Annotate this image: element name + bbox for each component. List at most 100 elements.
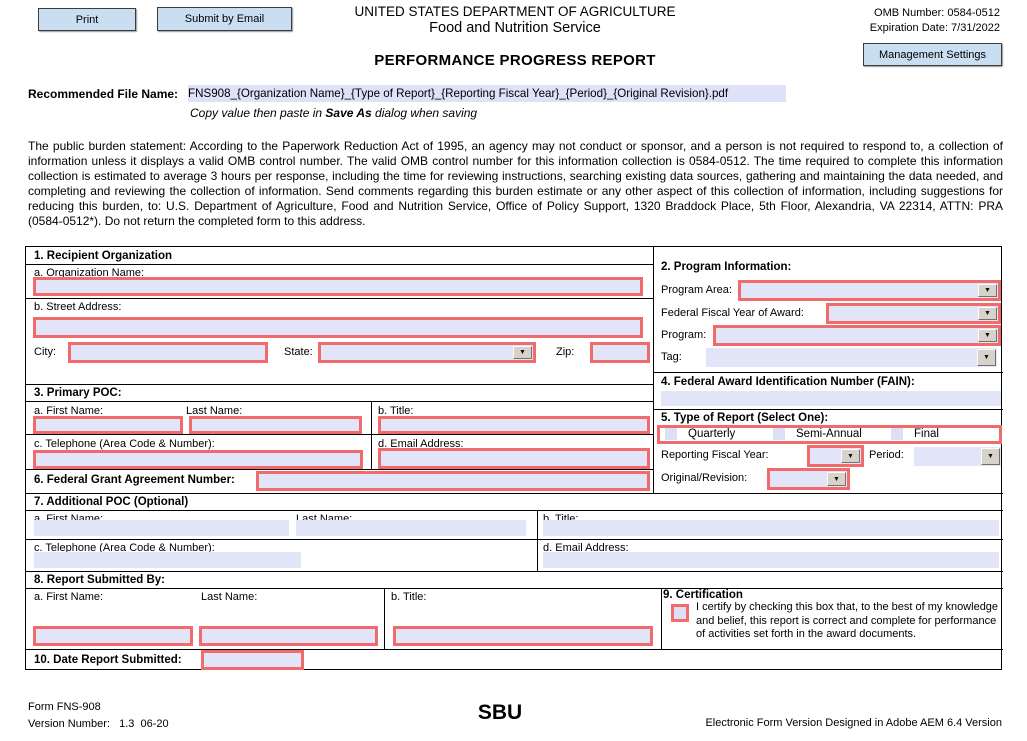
section-7-title: 7. Additional POC (Optional) [34,496,189,508]
program-area-select[interactable]: ▼ [738,280,1001,301]
divider [26,434,653,435]
dropdown-arrow-icon[interactable]: ▼ [841,449,860,463]
tag-select[interactable]: ▼ [706,348,997,367]
city-input[interactable] [68,342,268,363]
original-revision-select[interactable]: ▼ [767,468,850,490]
submitter-last-name-input[interactable] [199,626,378,646]
original-revision-label: Original/Revision: [661,472,748,484]
final-checkbox[interactable] [891,428,903,440]
submitter-title-input[interactable] [393,626,653,646]
agency-subname: Food and Nutrition Service [429,20,601,36]
poc-last-name-label: Last Name: [186,405,243,417]
addl-email-input[interactable] [543,552,999,568]
divider [537,510,538,571]
dropdown-arrow-icon[interactable]: ▼ [827,472,846,486]
reporting-fiscal-year-select[interactable]: ▼ [807,445,864,467]
addl-title-input[interactable] [543,520,999,536]
divider [384,588,385,649]
recommended-file-name-label: Recommended File Name: [28,87,179,101]
certification-text: I certify by checking this box that, to … [696,601,999,641]
poc-email-label: d. Email Address: [378,438,464,450]
poc-phone-label: c. Telephone (Area Code & Number): [34,438,215,450]
public-burden-statement: The public burden statement: According t… [28,139,1003,228]
submitter-first-name-input[interactable] [33,626,193,646]
divider [371,401,372,469]
divider [26,510,1003,511]
poc-last-name-input[interactable] [189,416,362,434]
dropdown-arrow-icon[interactable]: ▼ [978,284,997,297]
addl-email-label: d. Email Address: [543,542,629,554]
sbu-classification: SBU [477,701,523,724]
grant-agreement-number-input[interactable] [256,471,650,491]
section-6-title: 6. Federal Grant Agreement Number: [34,474,235,486]
tag-label: Tag: [661,351,682,363]
divider [26,264,653,265]
fiscal-year-of-award-select[interactable]: ▼ [826,303,1001,324]
divider [26,384,653,385]
poc-phone-input[interactable] [33,450,363,469]
dropdown-arrow-icon[interactable]: ▼ [977,349,996,366]
expiration-date: Expiration Date: 7/31/2022 [869,22,1000,34]
poc-title-input[interactable] [378,416,650,434]
addl-phone-input[interactable] [34,552,301,568]
section-1-title: 1. Recipient Organization [34,250,173,262]
management-settings-button[interactable]: Management Settings [863,43,1002,66]
addl-last-name-input[interactable] [296,520,526,536]
dropdown-arrow-icon[interactable]: ▼ [981,448,1000,465]
state-label: State: [284,346,313,358]
divider [26,493,1003,494]
semi-annual-checkbox[interactable] [773,428,785,440]
section-2-title: 2. Program Information: [661,261,792,273]
hint-bold: Save As [325,106,372,120]
period-select[interactable]: ▼ [914,447,1001,466]
city-label: City: [34,346,56,358]
section-5-title: 5. Type of Report (Select One): [661,412,829,424]
divider [26,588,1003,589]
zip-input[interactable] [590,342,650,363]
final-label: Final [914,428,939,440]
recommended-file-name-value: FNS908_{Organization Name}_{Type of Repo… [188,85,786,102]
street-address-input[interactable] [33,317,643,338]
divider [653,372,1003,373]
hint-prefix: Copy value then paste in [190,106,326,120]
submitter-last-name-label: Last Name: [201,591,258,603]
poc-first-name-input[interactable] [33,416,183,434]
hint-suffix: dialog when saving [371,106,478,120]
divider [26,298,653,299]
org-name-input[interactable] [33,277,643,296]
poc-title-label: b. Title: [378,405,414,417]
zip-label: Zip: [556,346,575,358]
submit-by-email-button[interactable]: Submit by Email [157,7,292,31]
addl-phone-label: c. Telephone (Area Code & Number): [34,542,215,554]
reporting-fiscal-year-label: Reporting Fiscal Year: [661,449,769,461]
section-3-title: 3. Primary POC: [34,387,122,399]
program-label: Program: [661,329,707,341]
save-as-hint: Copy value then paste in Save As dialog … [190,106,477,120]
section-9-title: 9. Certification [663,589,743,601]
omb-number: OMB Number: 0584-0512 [874,7,1000,19]
program-area-label: Program Area: [661,284,732,296]
addl-first-name-input[interactable] [34,520,289,536]
form-title: PERFORMANCE PROGRESS REPORT [374,52,656,69]
poc-email-input[interactable] [378,448,650,469]
submitter-title-label: b. Title: [391,591,427,603]
date-report-submitted-input[interactable] [201,650,304,670]
street-address-label: b. Street Address: [34,301,122,313]
certification-checkbox[interactable] [671,604,689,622]
print-button[interactable]: Print [38,8,136,31]
divider [26,649,1003,650]
section-8-title: 8. Report Submitted By: [34,574,165,586]
agency-name: UNITED STATES DEPARTMENT OF AGRICULTURE [354,4,676,19]
quarterly-checkbox[interactable] [665,428,677,440]
period-label: Period: [869,449,904,461]
fain-input[interactable] [661,391,1001,406]
submitter-first-name-label: a. First Name: [34,591,104,603]
org-name-label: a. Organization Name: [34,267,145,279]
program-select[interactable]: ▼ [713,325,1001,346]
dropdown-arrow-icon[interactable]: ▼ [978,329,997,342]
divider [26,401,653,402]
dropdown-arrow-icon[interactable]: ▼ [513,346,532,359]
state-select[interactable]: ▼ [318,342,536,363]
dropdown-arrow-icon[interactable]: ▼ [978,307,997,320]
